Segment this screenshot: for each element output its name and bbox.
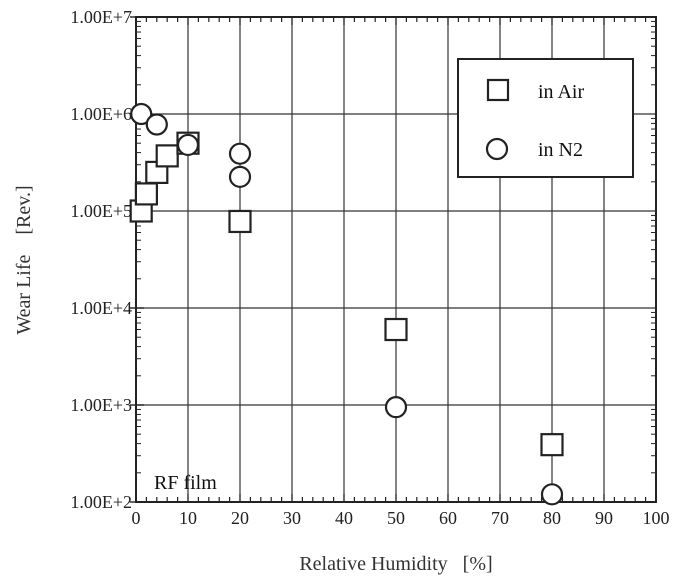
data-point-square — [134, 182, 158, 206]
legend: in Air in N2 — [457, 58, 634, 178]
data-point-circle — [228, 165, 252, 188]
data-point-circle — [540, 483, 564, 506]
data-point-circle — [228, 142, 252, 165]
data-point-circle — [176, 133, 200, 157]
x-tick-label: 20 — [231, 508, 249, 528]
x-tick-label: 60 — [439, 508, 457, 528]
legend-box — [457, 58, 634, 178]
y-tick-label: 1.00E+2 — [70, 492, 132, 512]
data-point-circle — [145, 113, 168, 136]
x-tick-labels: 0 10 20 30 40 50 60 70 80 90 100 — [132, 508, 670, 528]
y-tick-labels: 1.00E+2 1.00E+3 1.00E+4 1.00E+5 1.00E+6 1.00E… — [70, 7, 132, 512]
legend-circle-marker — [485, 137, 509, 161]
data-point-square — [155, 144, 179, 168]
y-axis-title: Wear Life [Rev.] — [13, 185, 35, 334]
x-tick-label: 50 — [387, 508, 405, 528]
data-point-square — [540, 433, 564, 457]
data-point-circle — [130, 102, 153, 126]
y-tick-label: 1.00E+6 — [70, 104, 132, 124]
x-tick-label: 30 — [283, 508, 301, 528]
x-tick-label: 40 — [335, 508, 353, 528]
data-point-circle — [384, 396, 408, 419]
legend-label-in-air: in Air — [538, 81, 584, 103]
data-point-square — [384, 317, 408, 342]
x-tick-label: 0 — [132, 508, 141, 528]
x-tick-label: 100 — [643, 508, 670, 528]
x-tick-label: 70 — [491, 508, 509, 528]
data-markers — [129, 102, 564, 506]
data-point-square — [228, 209, 252, 234]
y-tick-label: 1.00E+7 — [70, 7, 132, 27]
y-tick-label: 1.00E+5 — [70, 201, 132, 221]
legend-square-marker — [486, 78, 510, 102]
x-axis-title: Relative Humidity [%] — [299, 553, 492, 575]
x-tick-label: 10 — [179, 508, 197, 528]
legend-label-in-n2: in N2 — [538, 139, 583, 161]
annotation-label: RF film — [154, 472, 217, 494]
y-tick-label: 1.00E+4 — [70, 298, 132, 318]
x-tick-label: 90 — [595, 508, 613, 528]
x-tick-label: 80 — [543, 508, 561, 528]
y-tick-label: 1.00E+3 — [70, 395, 132, 415]
